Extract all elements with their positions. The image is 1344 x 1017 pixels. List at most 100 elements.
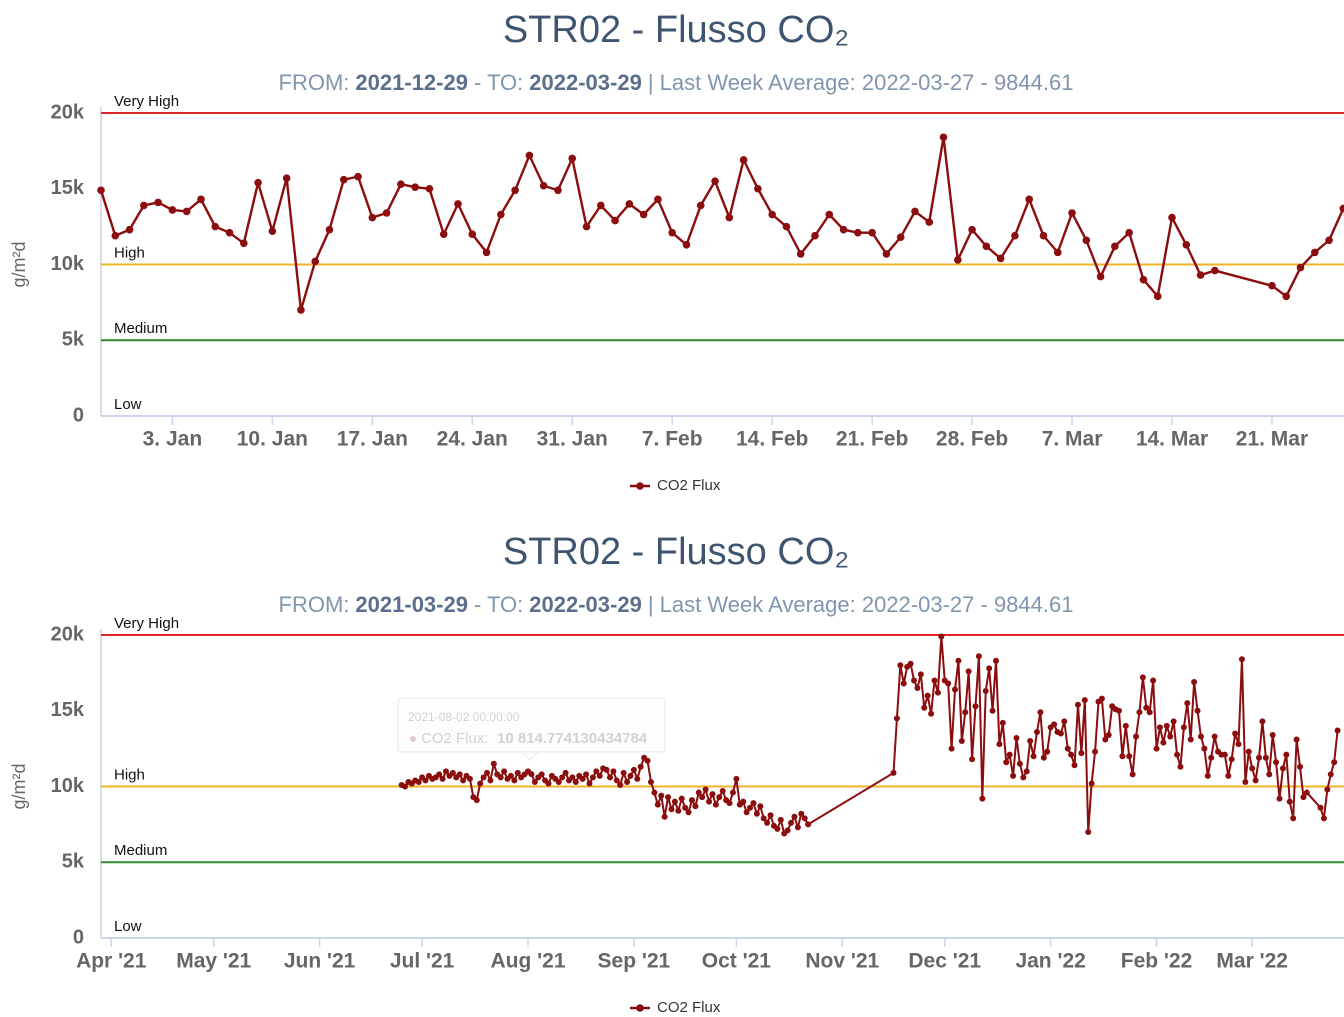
data-point [624, 778, 631, 785]
data-point [325, 225, 334, 234]
data-point [668, 806, 675, 813]
x-tick-label: Dec '21 [908, 950, 981, 973]
data-point [468, 230, 477, 238]
data-point [1153, 745, 1160, 752]
data-point [1259, 718, 1266, 725]
data-point [456, 771, 463, 778]
data-point [1053, 248, 1062, 257]
data-point [896, 233, 905, 242]
data-point [613, 777, 620, 784]
data-point [559, 774, 566, 781]
data-point [1033, 728, 1040, 735]
data-point [733, 775, 740, 782]
tooltip-label: CO2 Flux: [421, 730, 489, 747]
x-tick-label: 28. Feb [936, 428, 1008, 451]
plot-line-label: Low [114, 396, 142, 413]
data-point [1276, 795, 1283, 802]
data-point [839, 225, 848, 234]
data-point [1327, 771, 1334, 778]
data-point [729, 789, 736, 796]
data-point [354, 172, 362, 181]
data-point [805, 821, 812, 828]
data-point [562, 769, 569, 776]
data-point [921, 704, 928, 711]
y-tick-label: 20k [51, 623, 85, 645]
data-point [311, 257, 320, 266]
data-point [1296, 263, 1305, 272]
data-point [1003, 759, 1010, 766]
data-point [620, 769, 627, 776]
data-point [1143, 704, 1150, 711]
data-point [225, 228, 234, 237]
tooltip-pointer [520, 751, 540, 761]
data-point [811, 231, 819, 240]
data-point [924, 692, 931, 699]
chart-title: STR02 - Flusso CO₂ [503, 9, 849, 51]
data-point [197, 195, 205, 204]
data-point [611, 216, 619, 225]
y-tick-label: 10k [51, 775, 85, 797]
data-point [630, 766, 637, 773]
x-tick-label: 7. Feb [642, 428, 703, 451]
data-point [1139, 275, 1148, 284]
data-point [282, 174, 291, 182]
data-point [634, 775, 641, 782]
data-point [719, 788, 726, 795]
data-point [1297, 763, 1304, 770]
series-line [99, 136, 1344, 312]
data-point [979, 795, 986, 802]
data-point [1139, 674, 1146, 681]
data-point [572, 778, 579, 785]
y-axis-title: g/m²d [9, 241, 29, 287]
legend-symbol-marker [636, 482, 644, 490]
data-point [682, 241, 691, 249]
data-point [893, 715, 900, 722]
data-point [1125, 228, 1133, 237]
data-point [568, 154, 577, 163]
data-point [1068, 751, 1075, 758]
data-point [1242, 778, 1249, 785]
data-point [627, 772, 634, 779]
data-point [484, 769, 491, 776]
data-point [948, 745, 955, 752]
data-point [1023, 768, 1030, 775]
data-point [692, 803, 699, 810]
data-point [709, 791, 716, 798]
data-point [969, 756, 976, 763]
data-point [1187, 736, 1194, 743]
data-point [497, 210, 505, 219]
data-point [711, 177, 719, 185]
data-point [986, 665, 993, 672]
data-point [473, 797, 480, 804]
y-tick-label: 15k [51, 177, 85, 199]
data-point [497, 774, 504, 781]
x-tick-label: Mar '22 [1216, 950, 1288, 973]
data-point [1300, 794, 1307, 801]
data-point [754, 184, 762, 193]
data-point [1153, 292, 1162, 301]
data-point [487, 777, 494, 784]
data-point [1197, 733, 1204, 740]
data-point [1129, 771, 1136, 778]
data-point [511, 777, 518, 784]
data-point [1201, 745, 1208, 752]
data-point [688, 797, 695, 804]
x-tick-label: May '21 [176, 950, 251, 973]
y-tick-label: 15k [51, 699, 85, 721]
data-point [1256, 754, 1263, 761]
data-point [1286, 798, 1293, 805]
data-point [625, 200, 634, 208]
data-point [651, 789, 658, 796]
data-point [794, 824, 801, 831]
x-tick-label: Aug '21 [490, 950, 565, 973]
data-point [538, 771, 545, 778]
data-point [907, 660, 914, 667]
data-point [1191, 678, 1198, 685]
data-point [938, 633, 945, 640]
data-point [788, 819, 795, 826]
subtitle-part: | Last Week Average: 2022-03-27 - 9844.6… [648, 592, 1074, 617]
data-point [982, 242, 991, 251]
data-point [1081, 697, 1088, 704]
x-tick-label: 21. Mar [1236, 428, 1308, 451]
